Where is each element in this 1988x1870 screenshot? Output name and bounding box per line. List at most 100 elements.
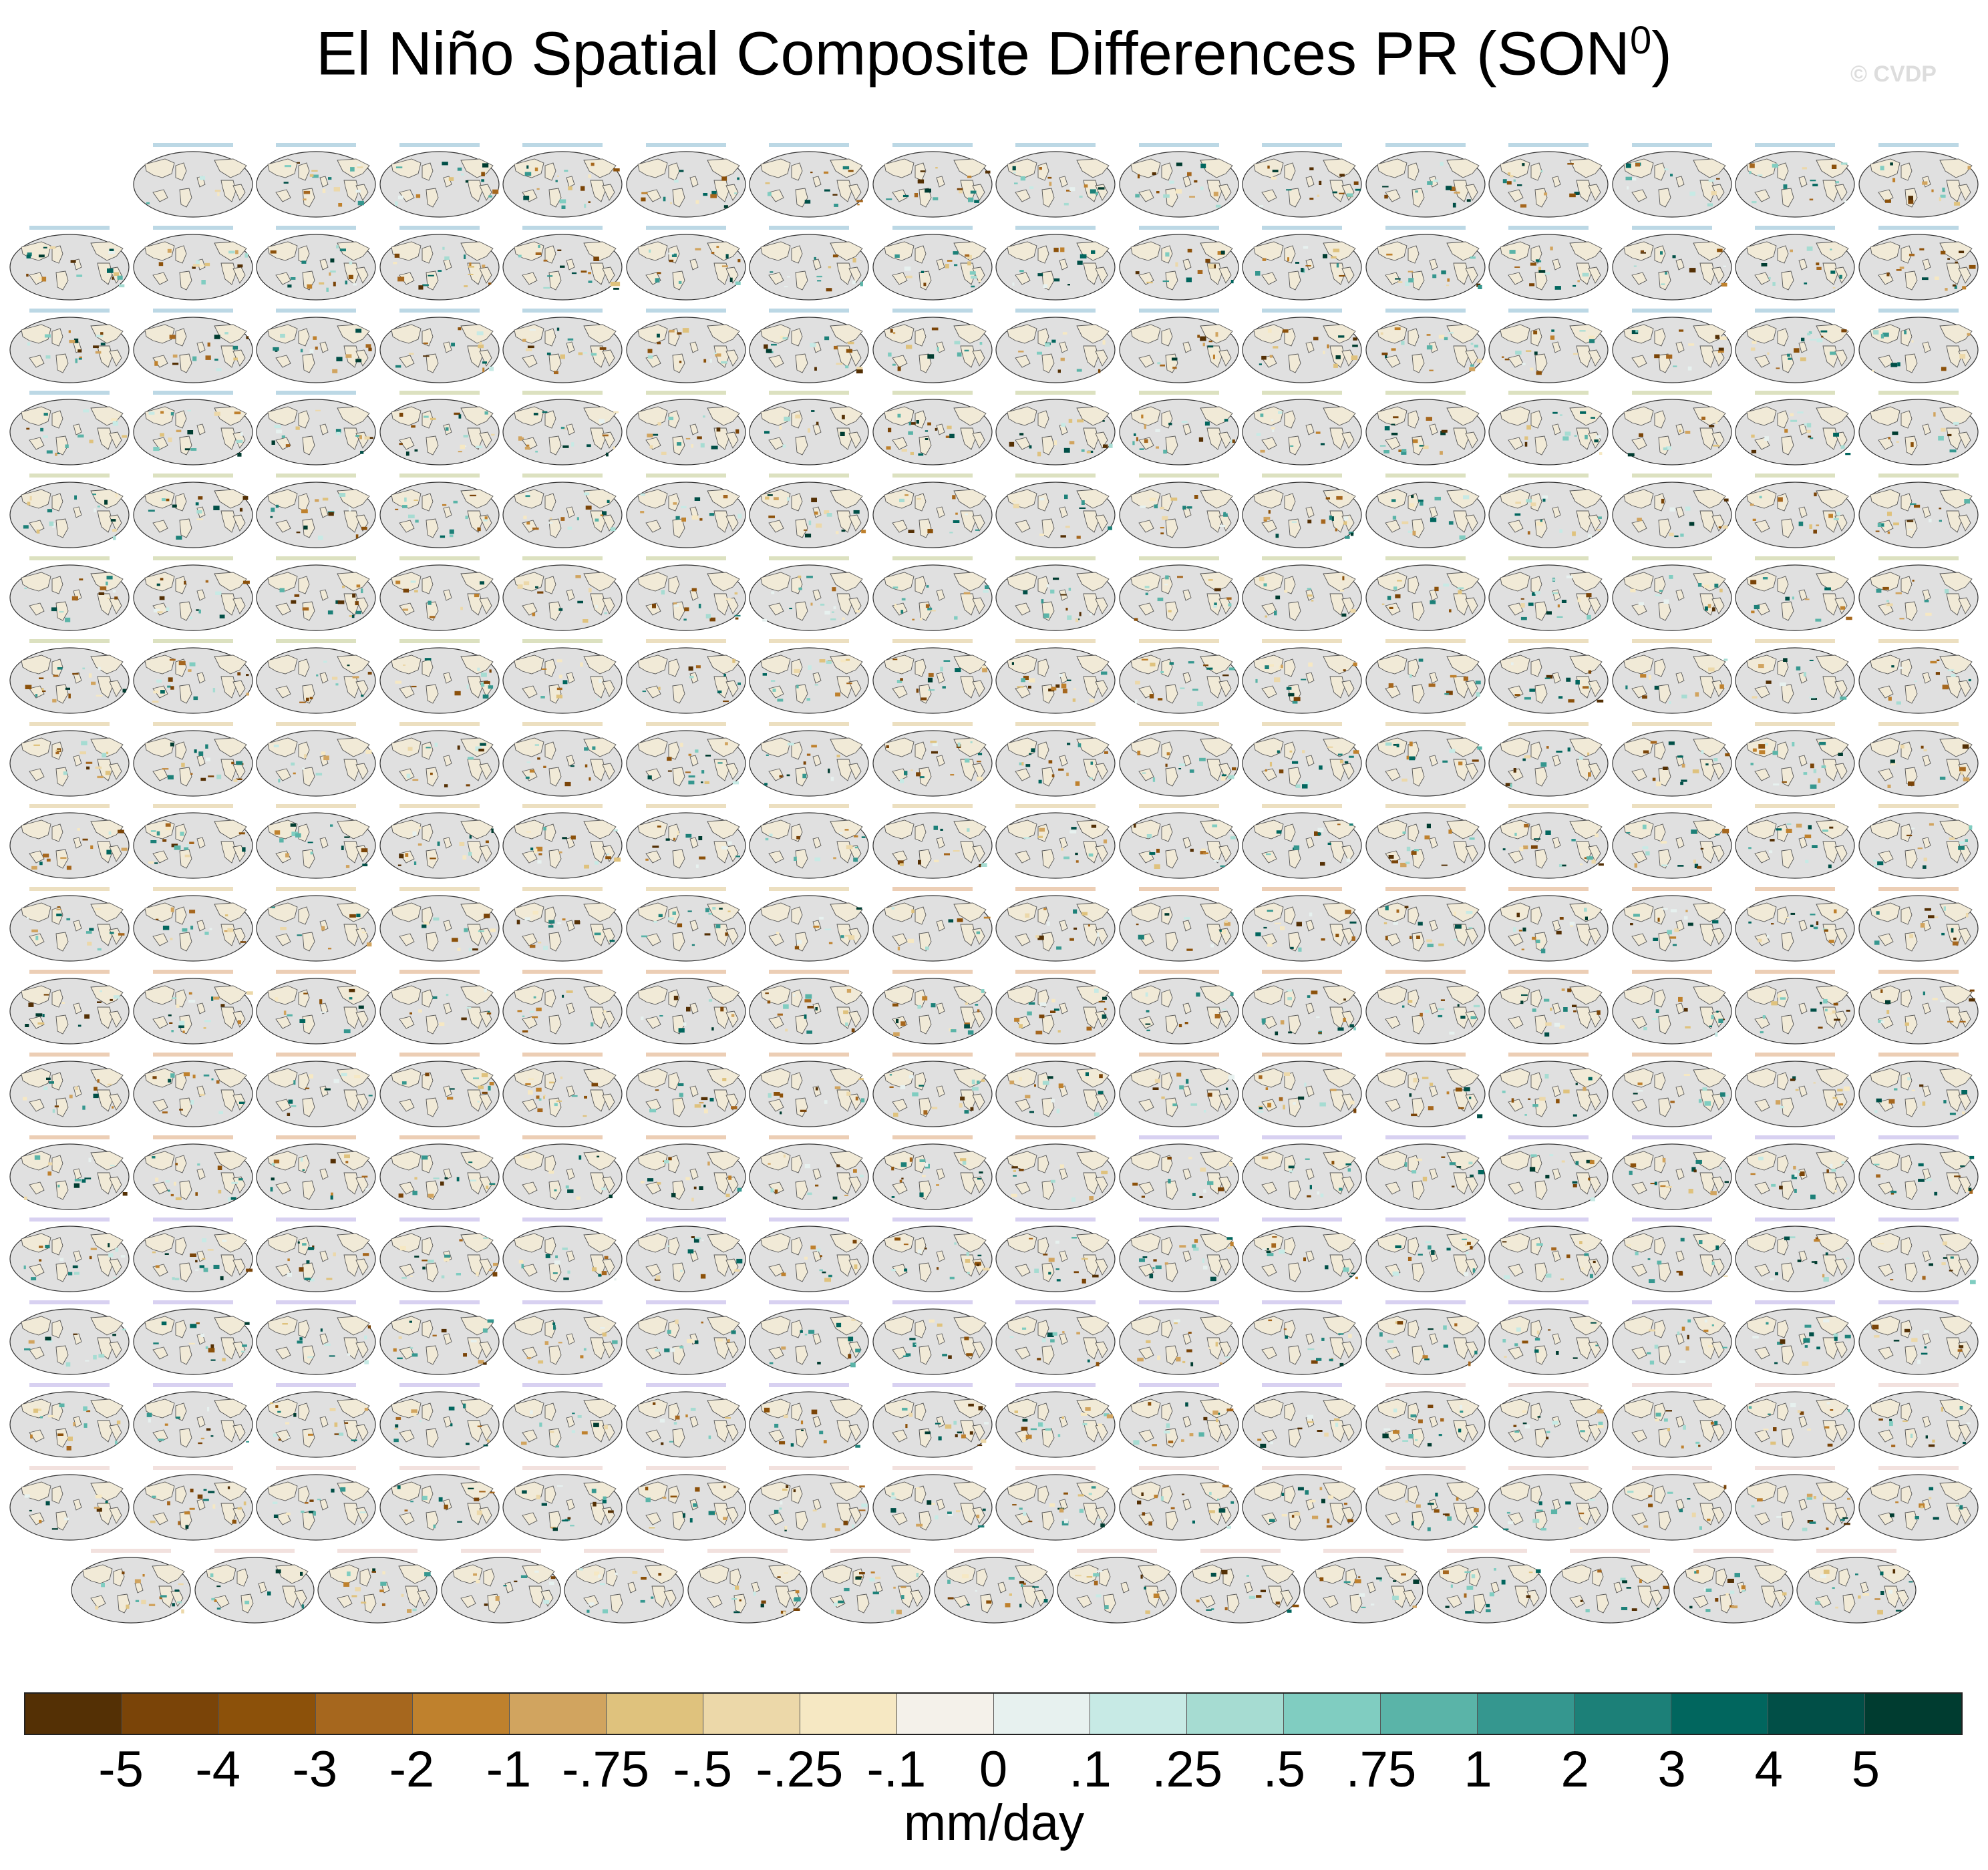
anomaly-patch	[1511, 662, 1514, 665]
panel-title	[1138, 887, 1219, 892]
anomaly-patch	[796, 940, 802, 944]
anomaly-patch	[1455, 1087, 1462, 1092]
continent-shape	[1658, 849, 1671, 869]
anomaly-patch	[1204, 258, 1210, 263]
continent-shape	[1508, 520, 1524, 533]
continent-shape	[144, 406, 175, 426]
map-panel	[132, 1143, 253, 1210]
anomaly-patch	[933, 860, 939, 863]
anomaly-patch	[309, 697, 313, 699]
continent-shape	[1428, 1002, 1438, 1014]
anomaly-patch	[1476, 692, 1480, 697]
anomaly-patch	[428, 1193, 434, 1198]
anomaly-patch	[1934, 276, 1939, 280]
anomaly-patch	[1343, 516, 1349, 521]
map-panel	[1242, 895, 1362, 962]
anomaly-patch	[1530, 262, 1536, 266]
continent-shape	[1534, 1014, 1548, 1035]
anomaly-patch	[1301, 679, 1307, 681]
continent-shape	[109, 680, 122, 697]
anomaly-patch	[212, 996, 219, 1000]
continent-shape	[713, 924, 729, 946]
anomaly-patch	[1961, 1111, 1965, 1114]
map-panel	[1118, 729, 1239, 797]
continent-shape	[1754, 850, 1770, 864]
anomaly-patch	[113, 536, 116, 540]
continent-shape	[1777, 162, 1789, 181]
anomaly-patch	[1039, 1014, 1045, 1018]
continent-shape	[478, 431, 492, 449]
continent-shape	[1446, 902, 1480, 922]
continent-shape	[1059, 1168, 1068, 1180]
anomaly-patch	[1890, 362, 1897, 367]
map-panel	[1488, 482, 1609, 548]
anomaly-patch	[1381, 352, 1387, 355]
continent-shape	[959, 759, 975, 781]
anomaly-patch	[1440, 162, 1444, 166]
continent-shape	[466, 510, 482, 533]
anomaly-patch	[1104, 751, 1108, 754]
anomaly-patch	[804, 1014, 807, 1019]
anomaly-patch	[1136, 750, 1140, 755]
anomaly-patch	[1947, 1020, 1953, 1022]
anomaly-patch	[524, 172, 532, 176]
anomaly-patch	[543, 1095, 545, 1099]
anomaly-patch	[976, 1080, 980, 1084]
anomaly-patch	[1132, 441, 1135, 445]
continent-shape	[1798, 589, 1808, 601]
continent-shape	[1798, 258, 1808, 270]
anomaly-patch	[444, 1177, 448, 1179]
continent-shape	[1041, 767, 1055, 787]
continent-shape	[1407, 245, 1419, 264]
anomaly-patch	[733, 192, 737, 194]
anomaly-patch	[1588, 534, 1592, 538]
anomaly-patch	[1463, 1087, 1470, 1091]
continent-shape	[522, 1181, 538, 1195]
anomaly-patch	[365, 749, 372, 754]
continent-shape	[232, 597, 246, 614]
anomaly-patch	[1102, 1014, 1107, 1019]
panel-title	[645, 556, 726, 560]
anomaly-patch	[41, 276, 47, 282]
panel-title	[1015, 1052, 1096, 1057]
continent-shape	[1015, 850, 1031, 864]
map-panel	[1858, 482, 1979, 548]
anomaly-patch	[808, 665, 812, 670]
anomaly-patch	[1309, 1184, 1312, 1189]
continent-shape	[725, 514, 739, 532]
panel-title	[1631, 143, 1712, 147]
anomaly-patch	[1634, 863, 1637, 868]
continent-shape	[725, 763, 739, 780]
anomaly-patch	[723, 495, 727, 499]
continent-shape	[90, 1068, 124, 1088]
continent-shape	[836, 1172, 852, 1195]
anomaly-patch	[771, 679, 776, 682]
continent-shape	[21, 572, 51, 592]
map-panel	[749, 482, 869, 548]
anomaly-patch	[1783, 184, 1788, 189]
map-panel	[1488, 1143, 1609, 1210]
anomaly-patch	[176, 429, 181, 433]
anomaly-patch	[1476, 746, 1482, 750]
continent-shape	[1569, 985, 1603, 1005]
anomaly-patch	[532, 1016, 538, 1018]
continent-shape	[1530, 659, 1542, 677]
anomaly-patch	[361, 1175, 368, 1177]
continent-shape	[298, 576, 310, 594]
anomaly-patch	[1017, 685, 1024, 688]
anomaly-patch	[1953, 202, 1960, 206]
anomaly-patch	[981, 665, 986, 670]
anomaly-patch	[302, 767, 305, 769]
anomaly-patch	[460, 1017, 467, 1020]
anomaly-patch	[523, 516, 527, 520]
anomaly-patch	[216, 367, 222, 371]
anomaly-patch	[1679, 781, 1683, 785]
anomaly-patch	[297, 162, 300, 164]
anomaly-patch	[56, 914, 62, 917]
anomaly-patch	[1796, 666, 1801, 671]
continent-shape	[848, 597, 862, 614]
anomaly-patch	[1637, 1089, 1643, 1092]
anomaly-patch	[667, 1157, 672, 1160]
continent-shape	[812, 920, 822, 932]
panel-title	[1262, 887, 1342, 892]
